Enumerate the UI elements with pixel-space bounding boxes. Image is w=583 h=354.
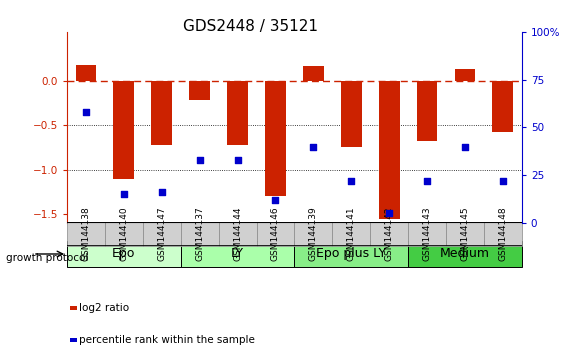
Bar: [181, 241, 294, 267]
Bar: [67, 222, 105, 246]
Text: GSM144148: GSM144148: [498, 207, 507, 261]
Point: [460, 144, 469, 149]
Point: [195, 157, 205, 163]
Bar: [303, 65, 324, 81]
Point: [346, 178, 356, 184]
Bar: [493, 81, 513, 132]
Bar: [379, 81, 399, 218]
Bar: [76, 65, 96, 81]
Bar: [227, 81, 248, 145]
Point: [233, 157, 243, 163]
Text: GSM144146: GSM144146: [271, 207, 280, 261]
Bar: [408, 222, 446, 246]
Bar: [455, 69, 475, 81]
Bar: [152, 81, 172, 145]
Bar: [219, 222, 257, 246]
Text: GSM144144: GSM144144: [233, 207, 242, 261]
Bar: [417, 81, 437, 141]
Bar: [265, 81, 286, 196]
Bar: [294, 241, 408, 267]
Point: [119, 192, 128, 197]
Bar: [70, 338, 77, 342]
Bar: [332, 222, 370, 246]
Bar: [257, 222, 294, 246]
Text: percentile rank within the sample: percentile rank within the sample: [79, 335, 255, 345]
Point: [157, 190, 167, 195]
Point: [498, 178, 507, 184]
Text: Medium: Medium: [440, 247, 490, 261]
Text: growth protocol: growth protocol: [6, 253, 88, 263]
Bar: [189, 81, 210, 100]
Text: GSM144141: GSM144141: [347, 207, 356, 261]
Text: Epo plus LY: Epo plus LY: [316, 247, 387, 261]
Point: [422, 178, 431, 184]
Bar: [70, 306, 77, 310]
Bar: [294, 222, 332, 246]
Text: Epo: Epo: [112, 247, 136, 261]
Text: GSM144139: GSM144139: [309, 207, 318, 261]
Bar: [446, 222, 484, 246]
Bar: [370, 222, 408, 246]
Text: GDS2448 / 35121: GDS2448 / 35121: [183, 19, 318, 34]
Bar: [341, 81, 361, 148]
Text: GSM144142: GSM144142: [385, 207, 394, 261]
Text: log2 ratio: log2 ratio: [79, 303, 129, 313]
Bar: [408, 241, 522, 267]
Text: GSM144143: GSM144143: [423, 207, 431, 261]
Text: GSM144145: GSM144145: [461, 207, 469, 261]
Text: LY: LY: [231, 247, 244, 261]
Point: [271, 197, 280, 203]
Point: [82, 109, 91, 115]
Bar: [105, 222, 143, 246]
Bar: [114, 81, 134, 178]
Text: GSM144140: GSM144140: [120, 207, 128, 261]
Bar: [181, 222, 219, 246]
Bar: [67, 241, 181, 267]
Bar: [484, 222, 522, 246]
Point: [308, 144, 318, 149]
Text: GSM144147: GSM144147: [157, 207, 166, 261]
Bar: [143, 222, 181, 246]
Text: GSM144138: GSM144138: [82, 207, 90, 261]
Text: GSM144137: GSM144137: [195, 207, 204, 261]
Point: [385, 211, 394, 216]
